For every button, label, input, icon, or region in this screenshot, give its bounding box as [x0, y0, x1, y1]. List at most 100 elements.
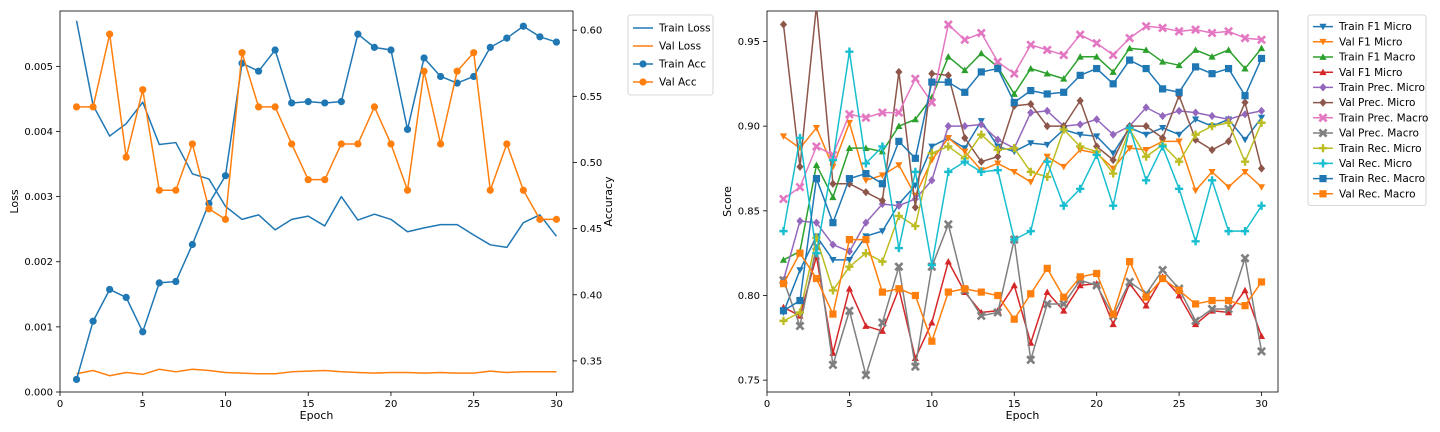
- data-point-train-f1-micro: [928, 143, 936, 151]
- data-point-val-f1-micro: [878, 327, 886, 334]
- data-point-train-f1-macro: [895, 122, 903, 130]
- data-point-val-prec-macro: [861, 370, 871, 380]
- score-chart: 0 5 10 15 20 25 30 0.75 0.80 0.85 0.90 0.95 Epoch Sco…: [721, 2, 1428, 422]
- data-point-val-prec-micro: [862, 188, 870, 197]
- data-point-val-rec-macro: [1142, 293, 1150, 301]
- data-point-val-f1-micro: [1142, 146, 1150, 154]
- data-point-val-f1-micro: [1241, 168, 1249, 176]
- data-point-train-prec-micro: [1076, 120, 1084, 129]
- data-point-train-rec-micro: [1026, 167, 1035, 176]
- legend-marker-train-acc: [639, 60, 647, 68]
- data-point-val-f1-micro: [1010, 168, 1018, 176]
- plot-area: [766, 10, 1279, 393]
- data-point-train-prec-macro: [1042, 45, 1052, 55]
- data-point-train-acc: [470, 72, 478, 81]
- data-point-val-rec-macro: [862, 236, 870, 244]
- data-point-train-f1-macro: [829, 193, 837, 201]
- y-tick-label: 0.85: [738, 206, 760, 217]
- data-point-train-prec-micro: [1093, 115, 1101, 124]
- data-point-val-acc: [106, 30, 114, 38]
- data-point-val-rec-macro: [829, 310, 837, 318]
- data-point-val-acc: [172, 186, 180, 194]
- data-point-train-acc: [321, 99, 329, 107]
- data-point-train-prec-micro: [1142, 103, 1150, 112]
- data-point-val-f1-micro: [928, 318, 936, 326]
- data-point-val-f1-micro: [895, 162, 903, 169]
- data-point-train-f1-macro: [1257, 44, 1266, 52]
- series-line-train-prec-macro: [783, 23, 1262, 200]
- data-point-train-prec-macro: [1009, 69, 1019, 79]
- data-point-train-f1-macro: [911, 115, 919, 123]
- x-tick-label: 30: [1255, 399, 1268, 410]
- x-tick-label: 15: [302, 399, 315, 410]
- data-point-train-rec-micro: [1240, 157, 1250, 166]
- data-point-train-prec-macro: [1092, 38, 1102, 48]
- data-point-train-rec-micro: [993, 145, 1002, 154]
- data-point-train-rec-micro: [779, 316, 788, 325]
- data-point-train-f1-macro: [977, 49, 985, 57]
- data-point-train-prec-micro: [1208, 111, 1216, 121]
- data-point-val-rec-micro: [1092, 150, 1101, 160]
- data-point-val-acc: [337, 140, 345, 148]
- legend-marker-val-f1-micro: [1319, 38, 1327, 46]
- data-point-val-f1-micro: [944, 135, 952, 142]
- data-point-train-rec-micro: [1207, 122, 1217, 131]
- y2-tick-label: 0.50: [580, 158, 602, 169]
- legend-label-val-f1-micro: Val F1 Micro: [1339, 36, 1402, 48]
- data-point-val-prec-macro: [1092, 280, 1102, 290]
- data-point-train-f1-micro: [829, 257, 837, 264]
- data-point-train-f1-micro: [1257, 114, 1266, 122]
- data-point-val-rec-micro: [828, 155, 838, 165]
- data-point-val-f1-micro: [1060, 307, 1068, 314]
- data-point-val-prec-macro: [943, 219, 953, 229]
- data-point-train-rec-micro: [795, 308, 805, 317]
- data-point-train-f1-micro: [845, 257, 854, 264]
- y-tick-label: 0.95: [738, 37, 760, 48]
- data-point-val-rec-macro: [1126, 258, 1134, 266]
- data-point-train-prec-macro: [1240, 33, 1250, 43]
- legend-marker-val-rec-micro: [1318, 159, 1328, 168]
- data-point-val-prec-macro: [993, 307, 1003, 317]
- data-point-val-rec-micro: [1175, 184, 1184, 193]
- data-point-val-f1-micro: [1043, 153, 1051, 161]
- data-point-val-rec-micro: [878, 142, 887, 151]
- data-point-val-f1-micro: [1043, 288, 1051, 295]
- data-point-train-prec-micro: [994, 135, 1002, 144]
- series-line-val-rec-micro: [782, 50, 1263, 266]
- data-point-train-acc: [221, 172, 230, 180]
- data-point-train-rec-macro: [1010, 98, 1018, 107]
- data-point-train-rec-micro: [1059, 125, 1068, 134]
- legend-marker-train-rec-micro: [1318, 144, 1328, 153]
- data-point-val-rec-micro: [812, 249, 821, 258]
- legend-box: [1307, 14, 1427, 206]
- data-point-train-acc: [403, 125, 412, 134]
- data-point-val-acc: [420, 67, 428, 75]
- data-point-train-prec-macro: [811, 141, 821, 151]
- data-point-train-prec-macro: [1125, 33, 1135, 43]
- data-point-val-rec-macro: [1076, 273, 1084, 281]
- data-point-val-acc: [304, 176, 312, 184]
- data-point-train-rec-micro: [977, 130, 986, 139]
- data-point-val-prec-macro: [1158, 265, 1168, 275]
- legend-marker-val-acc: [639, 78, 647, 86]
- data-point-val-prec-micro: [813, 2, 820, 10]
- data-point-val-acc: [271, 103, 279, 111]
- data-point-val-rec-macro: [1027, 290, 1035, 298]
- legend-label-train-prec-micro: Train Prec. Micro: [1338, 82, 1425, 94]
- data-point-train-prec-macro: [1257, 35, 1267, 45]
- x-tick-label: 15: [1008, 399, 1021, 410]
- data-point-train-rec-micro: [1043, 172, 1052, 182]
- data-point-train-f1-micro: [1175, 131, 1183, 139]
- data-point-train-acc: [122, 293, 130, 302]
- y-tick-label: 0.90: [738, 122, 760, 133]
- data-point-val-prec-macro: [894, 262, 904, 272]
- data-point-train-rec-macro: [1159, 85, 1167, 93]
- data-point-train-prec-macro: [943, 20, 953, 30]
- data-point-val-rec-micro: [1010, 235, 1019, 244]
- data-point-train-f1-micro: [1142, 131, 1150, 139]
- data-point-train-prec-macro: [795, 182, 805, 192]
- data-point-val-acc: [453, 67, 461, 75]
- data-point-val-prec-macro: [1257, 346, 1267, 356]
- data-point-val-f1-micro: [1142, 302, 1150, 309]
- data-point-train-prec-micro: [1191, 108, 1200, 117]
